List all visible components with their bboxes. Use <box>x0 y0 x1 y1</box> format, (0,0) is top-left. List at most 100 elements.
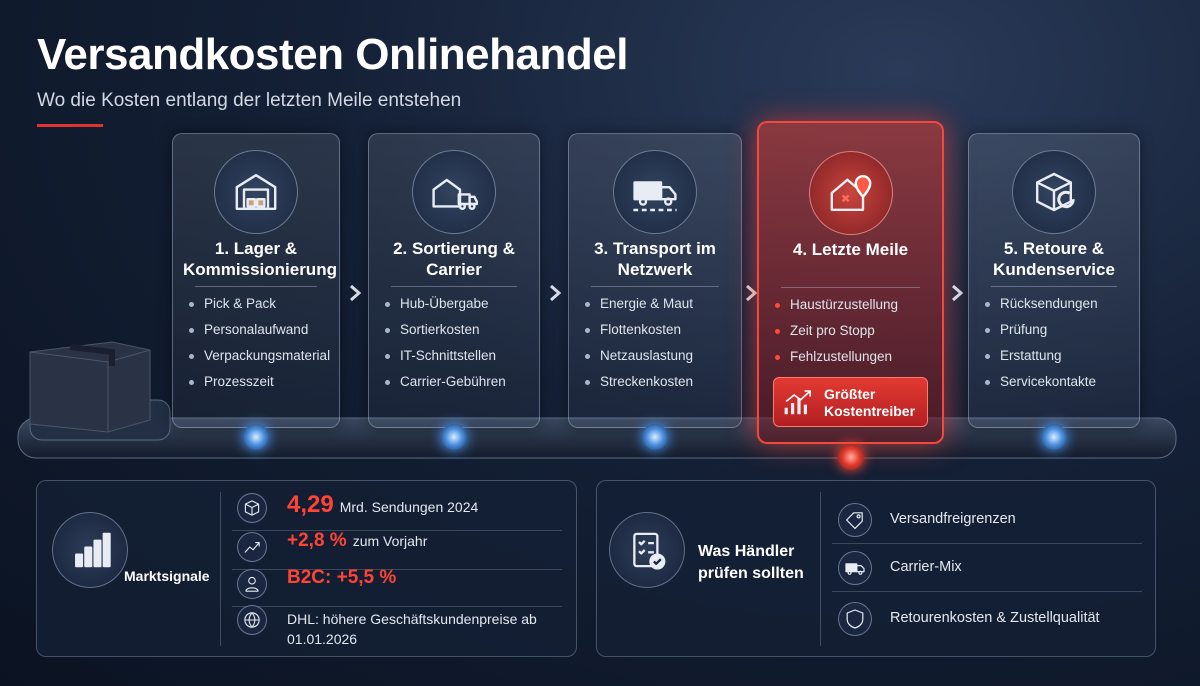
step-card: 2. Sortierung & Carrier Hub-Übergabe Sorti… <box>368 133 540 428</box>
highlight-value: +2,8 % <box>287 530 347 551</box>
icon-graphic <box>845 563 865 575</box>
icon-graphic <box>245 576 259 592</box>
badge-icon <box>782 386 816 420</box>
market-row-icon <box>237 493 267 523</box>
market-row: DHL: höhere Geschäftskundenpreise ab 01.… <box>287 603 547 649</box>
step-item: Pick & Pack <box>189 296 276 311</box>
checks-panel <box>596 480 1156 657</box>
step-icon <box>1012 150 1096 234</box>
market-label: Marktsignale <box>124 568 210 584</box>
arrow <box>548 284 562 302</box>
connector-dot <box>642 424 668 450</box>
connector-dot <box>243 424 269 450</box>
market-icon <box>52 512 128 588</box>
step-item: Zeit pro Stopp <box>775 323 875 338</box>
arrow <box>950 284 964 302</box>
icon-graphic <box>633 532 666 570</box>
step-card: 5. Retoure & Kundenservice Rücksendungen P… <box>968 133 1140 428</box>
separator <box>195 286 317 287</box>
separator <box>391 286 517 287</box>
arrow <box>348 284 362 302</box>
step-item: Carrier-Gebühren <box>385 374 506 389</box>
step-title: 2. Sortierung & Carrier <box>393 239 515 279</box>
market-panel <box>36 480 577 657</box>
chevron <box>350 284 362 302</box>
icon-graphic <box>1036 172 1075 212</box>
row-divider <box>232 606 562 607</box>
divider <box>220 492 221 646</box>
check-icon <box>838 503 872 537</box>
divider <box>820 492 821 646</box>
icon-graphic <box>846 609 864 629</box>
step-card: 4. Letzte Meile Haustürzustellung Zeit pro… <box>757 121 944 444</box>
row-divider <box>832 543 1142 544</box>
check-item: Retourenkosten & Zustellqualität <box>890 610 1100 626</box>
step-title: 3. Transport im Netzwerk <box>594 239 716 279</box>
icon-graphic <box>784 390 811 415</box>
row-divider <box>832 591 1142 592</box>
check-item: Versandfreigrenzen <box>890 511 1016 527</box>
step-item: Servicekontakte <box>985 374 1096 389</box>
step-title: 4. Letzte Meile <box>792 240 909 259</box>
step-item: Prozesszeit <box>189 374 274 389</box>
step-icon <box>808 151 893 235</box>
check-icon <box>838 551 872 585</box>
market-row-icon <box>237 569 267 599</box>
connector-dot <box>441 424 467 450</box>
checks-label: Was Händler prüfen sollten <box>698 543 804 582</box>
icon-graphic <box>244 542 260 553</box>
separator <box>991 286 1117 287</box>
separator <box>781 287 920 288</box>
chevron <box>550 284 562 302</box>
row-divider <box>232 530 562 531</box>
step-title: 5. Retoure & Kundenservice <box>993 239 1115 279</box>
arrow <box>744 284 758 302</box>
step-item: Streckenkosten <box>585 374 693 389</box>
step-item: Energie & Maut <box>585 296 693 311</box>
step-item: IT-Schnittstellen <box>385 348 496 363</box>
market-row-icon <box>237 605 267 635</box>
step-item: Prüfung <box>985 322 1047 337</box>
check-icon <box>838 602 872 636</box>
connector-dot <box>1041 424 1067 450</box>
connector-dot <box>837 444 864 470</box>
icon-graphic <box>846 512 863 529</box>
icon-graphic <box>244 612 260 628</box>
icon-graphic <box>235 174 277 210</box>
accent-line <box>37 124 103 127</box>
separator <box>591 286 719 287</box>
step-icon <box>613 150 697 234</box>
market-row: B2C: +5,5 % <box>287 567 547 589</box>
step-item: Flottenkosten <box>585 322 681 337</box>
step-item: Verpackungsmaterial <box>189 348 330 363</box>
step-title: 1. Lager & Kommissionierung <box>183 239 337 279</box>
step-item: Fehlzustellungen <box>775 349 892 364</box>
icon-graphic <box>633 181 677 212</box>
step-item: Haustürzustellung <box>775 297 898 312</box>
icon-graphic <box>244 500 260 516</box>
step-item: Erstattung <box>985 348 1062 363</box>
badge: Größter Kostentreiber <box>773 377 928 427</box>
step-item: Personalaufwand <box>189 322 308 337</box>
chevron <box>745 284 757 302</box>
step-item: Hub-Übergabe <box>385 296 489 311</box>
market-row: +2,8 % zum Vorjahr <box>287 530 547 552</box>
row-text: Mrd. Sendungen 2024 <box>339 499 479 515</box>
step-icon <box>214 150 298 234</box>
checks-icon <box>609 512 685 588</box>
step-item: Netzauslastung <box>585 348 693 363</box>
step-card: 3. Transport im Netzwerk Energie & Maut Fl… <box>568 133 742 428</box>
package <box>29 341 151 433</box>
row-divider <box>232 569 562 570</box>
highlight-value: 4,29 <box>287 491 334 518</box>
subtitle: Wo die Kosten entlang der letzten Meile … <box>37 90 462 111</box>
row-text: zum Vorjahr <box>352 533 428 549</box>
step-icon <box>412 150 496 234</box>
step-item: Rücksendungen <box>985 296 1098 311</box>
row-text: DHL: höhere Geschäftskundenpreise ab 01.… <box>287 611 537 647</box>
icon-graphic <box>830 175 871 211</box>
market-row-icon <box>237 532 267 562</box>
chevron <box>952 284 964 302</box>
highlight-value: B2C: +5,5 % <box>287 567 397 588</box>
market-row: 4,29 Mrd. Sendungen 2024 <box>287 491 547 519</box>
